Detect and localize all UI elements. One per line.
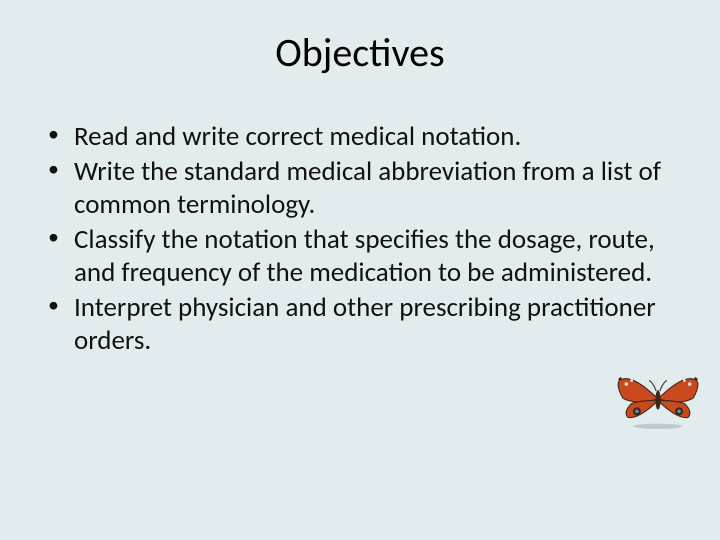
bullet-item: Classify the notation that specifies the… [46,224,680,290]
bullet-item: Write the standard medical abbreviation … [46,156,680,222]
bullet-list: Read and write correct medical notation.… [40,121,680,358]
slide-container: Objectives Read and write correct medica… [0,0,720,540]
butterfly-icon [614,368,702,430]
slide-title: Objectives [40,28,680,77]
bullet-item: Interpret physician and other prescribin… [46,292,680,358]
bullet-item: Read and write correct medical notation. [46,121,680,154]
